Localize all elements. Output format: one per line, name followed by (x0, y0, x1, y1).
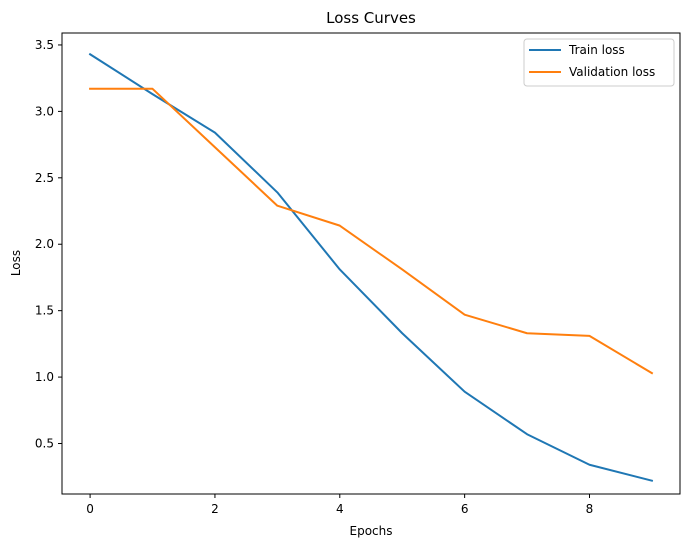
plot-area (61, 32, 681, 495)
x-tick-label: 2 (211, 502, 219, 516)
series-line-validation (89, 87, 654, 375)
x-tick-label: 4 (336, 502, 344, 516)
chart-title: Loss Curves (326, 9, 416, 27)
x-axis-label: Epochs (350, 524, 393, 538)
series-line-train (88, 52, 654, 482)
legend: Train loss Validation loss (523, 38, 675, 87)
legend-label-validation: Validation loss (569, 65, 655, 79)
y-tick-label: 1.5 (35, 304, 54, 318)
plot-frame (61, 32, 681, 495)
y-axis: 0.5 1.0 1.5 2.0 2.5 3.0 3.5 (35, 38, 62, 451)
x-axis: 0 2 4 6 8 (86, 494, 593, 516)
legend-label-train: Train loss (568, 43, 625, 57)
y-axis-label: Loss (9, 250, 23, 276)
y-tick-label: 3.5 (35, 38, 54, 52)
y-tick-label: 2.5 (35, 171, 54, 185)
y-tick-label: 1.0 (35, 370, 54, 384)
legend-box (523, 38, 675, 87)
x-tick-label: 6 (461, 502, 469, 516)
y-tick-label: 3.0 (35, 104, 54, 118)
series-layer (88, 52, 654, 482)
x-tick-label: 8 (586, 502, 594, 516)
y-tick-label: 2.0 (35, 237, 54, 251)
x-tick-label: 0 (86, 502, 94, 516)
y-tick-label: 0.5 (35, 437, 54, 451)
